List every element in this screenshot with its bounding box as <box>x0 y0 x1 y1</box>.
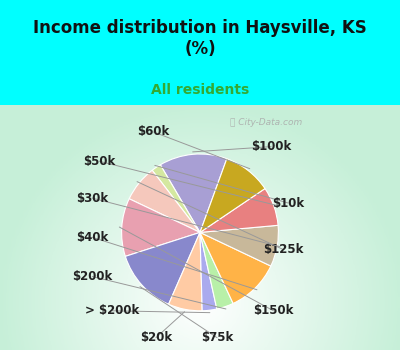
Wedge shape <box>200 232 233 309</box>
Text: $60k: $60k <box>137 125 170 139</box>
Wedge shape <box>200 232 217 311</box>
Wedge shape <box>200 189 278 232</box>
Text: > $200k: > $200k <box>85 304 139 317</box>
Wedge shape <box>125 232 200 304</box>
Wedge shape <box>122 199 200 256</box>
Text: $30k: $30k <box>76 191 108 205</box>
Text: $50k: $50k <box>84 155 116 168</box>
Text: ⓘ City-Data.com: ⓘ City-Data.com <box>230 118 302 127</box>
Wedge shape <box>200 232 271 303</box>
Wedge shape <box>160 154 227 232</box>
Text: $125k: $125k <box>263 243 304 256</box>
Text: Income distribution in Haysville, KS
(%): Income distribution in Haysville, KS (%) <box>33 19 367 58</box>
Wedge shape <box>129 170 200 232</box>
Text: $20k: $20k <box>140 331 172 344</box>
Text: $100k: $100k <box>251 140 291 153</box>
Text: $200k: $200k <box>72 270 112 283</box>
Text: $150k: $150k <box>253 304 294 317</box>
Wedge shape <box>152 165 200 232</box>
Wedge shape <box>169 232 202 311</box>
Text: $40k: $40k <box>76 231 108 244</box>
Text: All residents: All residents <box>151 83 249 97</box>
Wedge shape <box>200 159 265 232</box>
Text: $75k: $75k <box>201 331 233 344</box>
Text: $10k: $10k <box>272 196 304 210</box>
Wedge shape <box>200 225 278 266</box>
